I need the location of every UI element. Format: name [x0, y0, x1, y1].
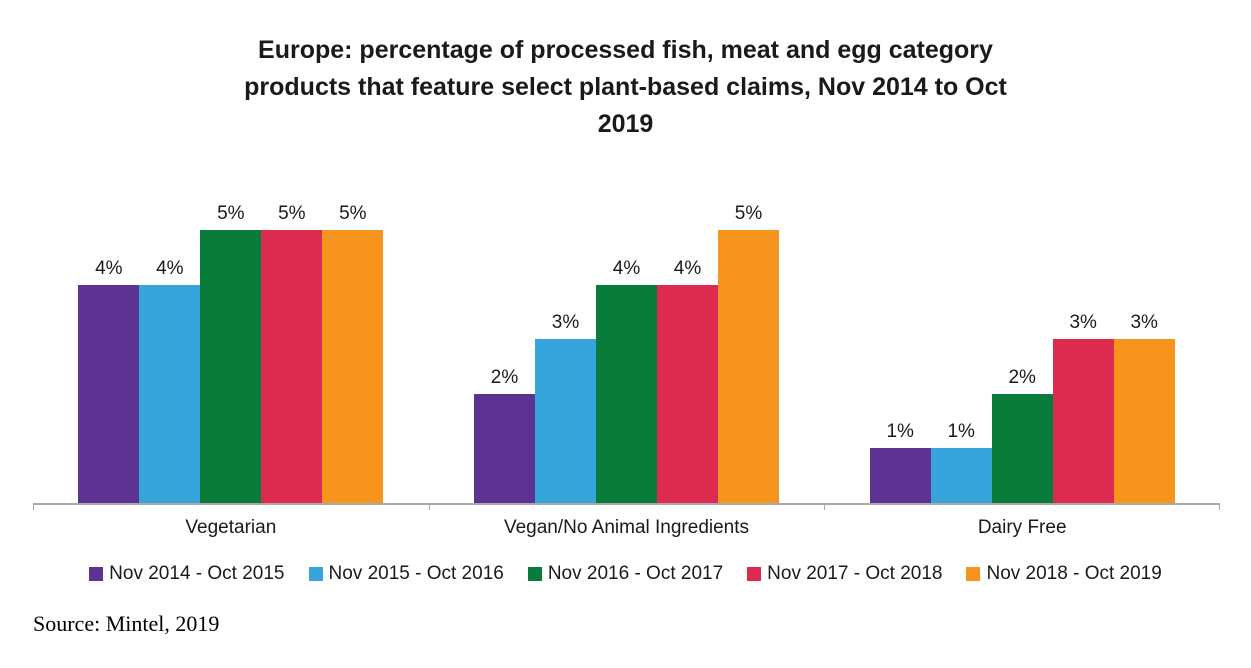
category-label: Dairy Free — [977, 517, 1067, 538]
legend-item-3: Nov 2017 - Oct 2018 — [747, 563, 942, 585]
bar — [535, 339, 596, 503]
bar-slot-1-3: 4% — [657, 258, 718, 503]
legend-swatch — [527, 567, 542, 581]
bar-slot-2-2: 2% — [991, 366, 1053, 503]
legend-item-1: Nov 2015 - Oct 2016 — [308, 563, 504, 585]
bar-slot-2-3: 3% — [1052, 312, 1114, 503]
bar — [322, 230, 384, 503]
data-label: 2% — [490, 366, 519, 388]
data-label: 5% — [339, 203, 367, 224]
axis-tick — [1219, 503, 1220, 510]
bar-slot-1-2: 4% — [596, 258, 657, 503]
bar — [1113, 339, 1175, 503]
data-label: 4% — [95, 257, 123, 279]
bar-slot-0-2: 5% — [200, 203, 262, 503]
bar-slot-2-1: 1% — [930, 421, 992, 503]
legend-label: Nov 2018 - Oct 2019 — [986, 563, 1162, 584]
data-label: 4% — [673, 257, 702, 279]
bar-slot-1-1: 3% — [535, 312, 596, 503]
bar — [718, 230, 779, 503]
bar — [78, 284, 140, 503]
data-label: 5% — [734, 203, 763, 224]
plot-area: 4% 4% 5% 5% 5% 2% 3% 4% 4% 5% 1% 1% 2% 3% 3% — [33, 160, 1220, 510]
data-label: 5% — [278, 203, 306, 224]
axis-tick — [824, 503, 826, 510]
bar — [200, 230, 262, 503]
data-label: 3% — [1130, 312, 1158, 334]
legend-item-4: Nov 2018 - Oct 2019 — [966, 563, 1162, 585]
bar-group-2: 1% 1% 2% 3% 3% — [824, 312, 1220, 503]
axis-tick — [428, 503, 430, 510]
data-label: 4% — [612, 257, 641, 279]
data-label: 3% — [1069, 312, 1097, 334]
bar — [1052, 339, 1114, 503]
bar-slot-1-4: 5% — [718, 203, 779, 503]
bar — [930, 448, 992, 503]
category-label: Vegan/No Animal Ingredients — [503, 517, 750, 538]
data-label: 1% — [947, 421, 975, 443]
legend-swatch — [308, 567, 323, 581]
data-label: 4% — [156, 257, 184, 279]
bar-slot-0-4: 5% — [322, 203, 384, 503]
bar-slot-2-4: 3% — [1113, 312, 1175, 503]
bar-slot-0-3: 5% — [261, 203, 323, 503]
chart-title: Europe: percentage of processed fish, me… — [244, 36, 1007, 138]
bar-slot-0-0: 4% — [78, 257, 140, 503]
category-label: Vegetarian — [185, 517, 277, 538]
bar — [474, 393, 535, 503]
legend-swatch — [747, 567, 762, 581]
bar — [139, 284, 201, 503]
legend-swatch — [966, 567, 981, 581]
category-axis: Vegetarian Vegan/No Animal Ingredients Dai… — [33, 517, 1220, 539]
legend-swatch — [89, 567, 104, 581]
data-label: 1% — [886, 421, 914, 443]
legend-item-2: Nov 2016 - Oct 2017 — [527, 563, 724, 585]
legend-label: Nov 2016 - Oct 2017 — [547, 563, 724, 584]
data-label: 3% — [551, 312, 580, 334]
legend-label: Nov 2014 - Oct 2015 — [109, 563, 285, 584]
source-note: Source: Mintel, 2019 — [33, 611, 220, 636]
bar-group-1: 2% 3% 4% 4% 5% — [429, 203, 825, 503]
data-label: 2% — [1008, 366, 1036, 388]
bar-slot-2-0: 1% — [869, 421, 931, 503]
bar — [657, 284, 718, 503]
bar — [596, 284, 657, 503]
bar-slot-1-0: 2% — [474, 367, 535, 503]
legend-item-0: Nov 2014 - Oct 2015 — [89, 563, 285, 585]
bar — [869, 448, 931, 503]
legend: Nov 2014 - Oct 2015 Nov 2015 - Oct 2016 No… — [0, 563, 1251, 585]
bar — [261, 230, 323, 503]
data-label: 5% — [217, 203, 245, 224]
legend-label: Nov 2015 - Oct 2016 — [328, 563, 504, 584]
axis-tick — [33, 503, 34, 510]
legend-label: Nov 2017 - Oct 2018 — [767, 563, 943, 584]
bar-group-0: 4% 4% 5% 5% 5% — [33, 203, 429, 503]
bar-slot-0-1: 4% — [139, 257, 201, 503]
bar — [991, 393, 1053, 503]
